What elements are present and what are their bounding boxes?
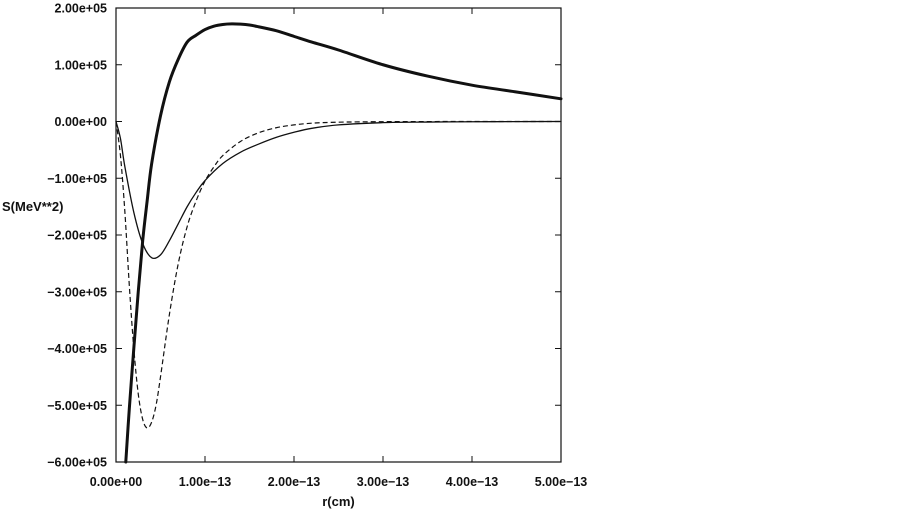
- y-tick-label: −4.00e+05: [47, 342, 107, 356]
- plot-frame: [115, 7, 562, 463]
- x-tick-label: 1.00e−13: [179, 475, 232, 489]
- y-tick-label: −1.00e+05: [47, 172, 107, 186]
- y-tick-label: 0.00e+00: [55, 115, 108, 129]
- y-tick-label: −5.00e+05: [47, 399, 107, 413]
- series-line-thick-solid: [124, 22, 563, 464]
- y-tick-label: 1.00e+05: [55, 58, 108, 72]
- y-tick-label: −6.00e+05: [47, 456, 107, 470]
- x-axis-ticks: 0.00e+00 1.00e−13 2.00e−13 3.00e−13 4.00e−13…: [90, 8, 588, 489]
- series-line-thin-solid: [115, 120, 562, 260]
- x-tick-label: 3.00e−13: [357, 475, 410, 489]
- x-axis-label: r(cm): [322, 494, 355, 509]
- x-tick-label: 5.00e−13: [535, 475, 588, 489]
- y-axis-ticks: 2.00e+05 1.00e+05 0.00e+00 −1.00e+05 −2.00e+…: [47, 2, 561, 470]
- x-tick-label: 2.00e−13: [268, 475, 321, 489]
- series-line-dashed: [115, 120, 562, 429]
- y-axis-label: S(MeV**2): [2, 199, 63, 214]
- y-tick-label: 2.00e+05: [55, 2, 108, 16]
- x-tick-label: 4.00e−13: [446, 475, 499, 489]
- y-tick-label: −2.00e+05: [47, 229, 107, 243]
- y-tick-label: −3.00e+05: [47, 285, 107, 299]
- series-layer: [115, 22, 563, 464]
- x-tick-label: 0.00e+00: [90, 475, 143, 489]
